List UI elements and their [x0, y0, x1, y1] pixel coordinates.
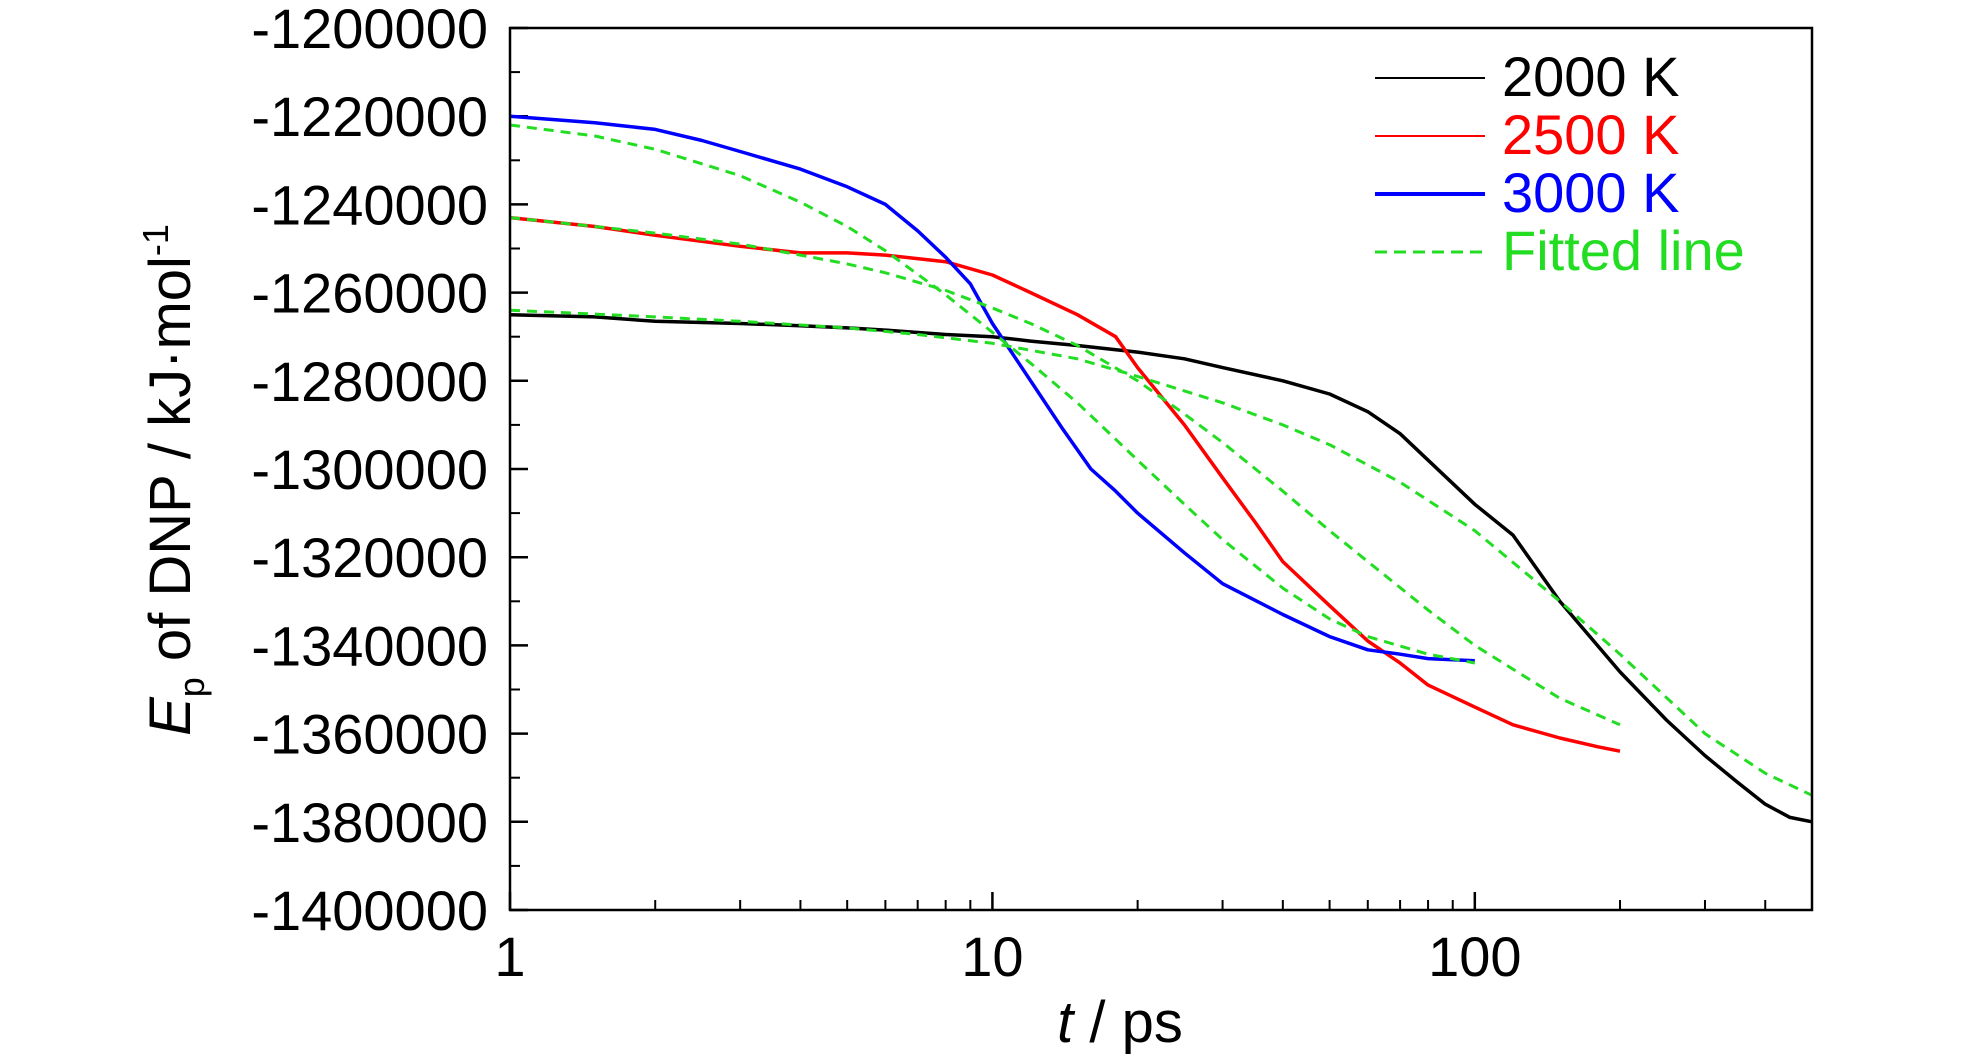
legend-label: 3000 K [1502, 161, 1680, 224]
y-tick-label: -1340000 [251, 614, 488, 677]
x-axis-title: t / ps [1057, 990, 1183, 1055]
series-layer [509, 114, 1813, 824]
series-line-3000-k [509, 114, 1475, 663]
x-tick-label: 100 [1428, 925, 1521, 988]
y-tick-label: -1360000 [251, 703, 488, 766]
y-tick-label: -1280000 [251, 350, 488, 413]
y-tick-label: -1320000 [251, 526, 488, 589]
x-tick-label: 10 [961, 925, 1023, 988]
series-line-fitted-line [509, 308, 1813, 797]
legend-label: 2000 K [1502, 45, 1680, 108]
x-tick-label: 1 [494, 925, 525, 988]
y-tick-label: -1260000 [251, 262, 488, 325]
y-tick-label: -1380000 [251, 791, 488, 854]
plot-frame [508, 26, 1814, 912]
series-line-fitted-line [509, 123, 1476, 665]
y-tick-label: -1220000 [251, 85, 488, 148]
y-tick-label: -1240000 [251, 173, 488, 236]
y-tick-label: -1200000 [251, 0, 488, 60]
series-line-2000-k [509, 312, 1813, 824]
y-axis-title: Ep of DNP / kJ·mol-1 [135, 224, 212, 736]
y-tick-label: -1400000 [251, 879, 488, 942]
legend-label: Fitted line [1502, 219, 1745, 282]
legend-label: 2500 K [1502, 103, 1680, 166]
y-tick-label: -1300000 [251, 438, 488, 501]
ticks-layer: -1200000 -1220000 -1240000 -1260000 -1280000… [251, 0, 1813, 988]
series-line-fitted-line [509, 216, 1621, 727]
